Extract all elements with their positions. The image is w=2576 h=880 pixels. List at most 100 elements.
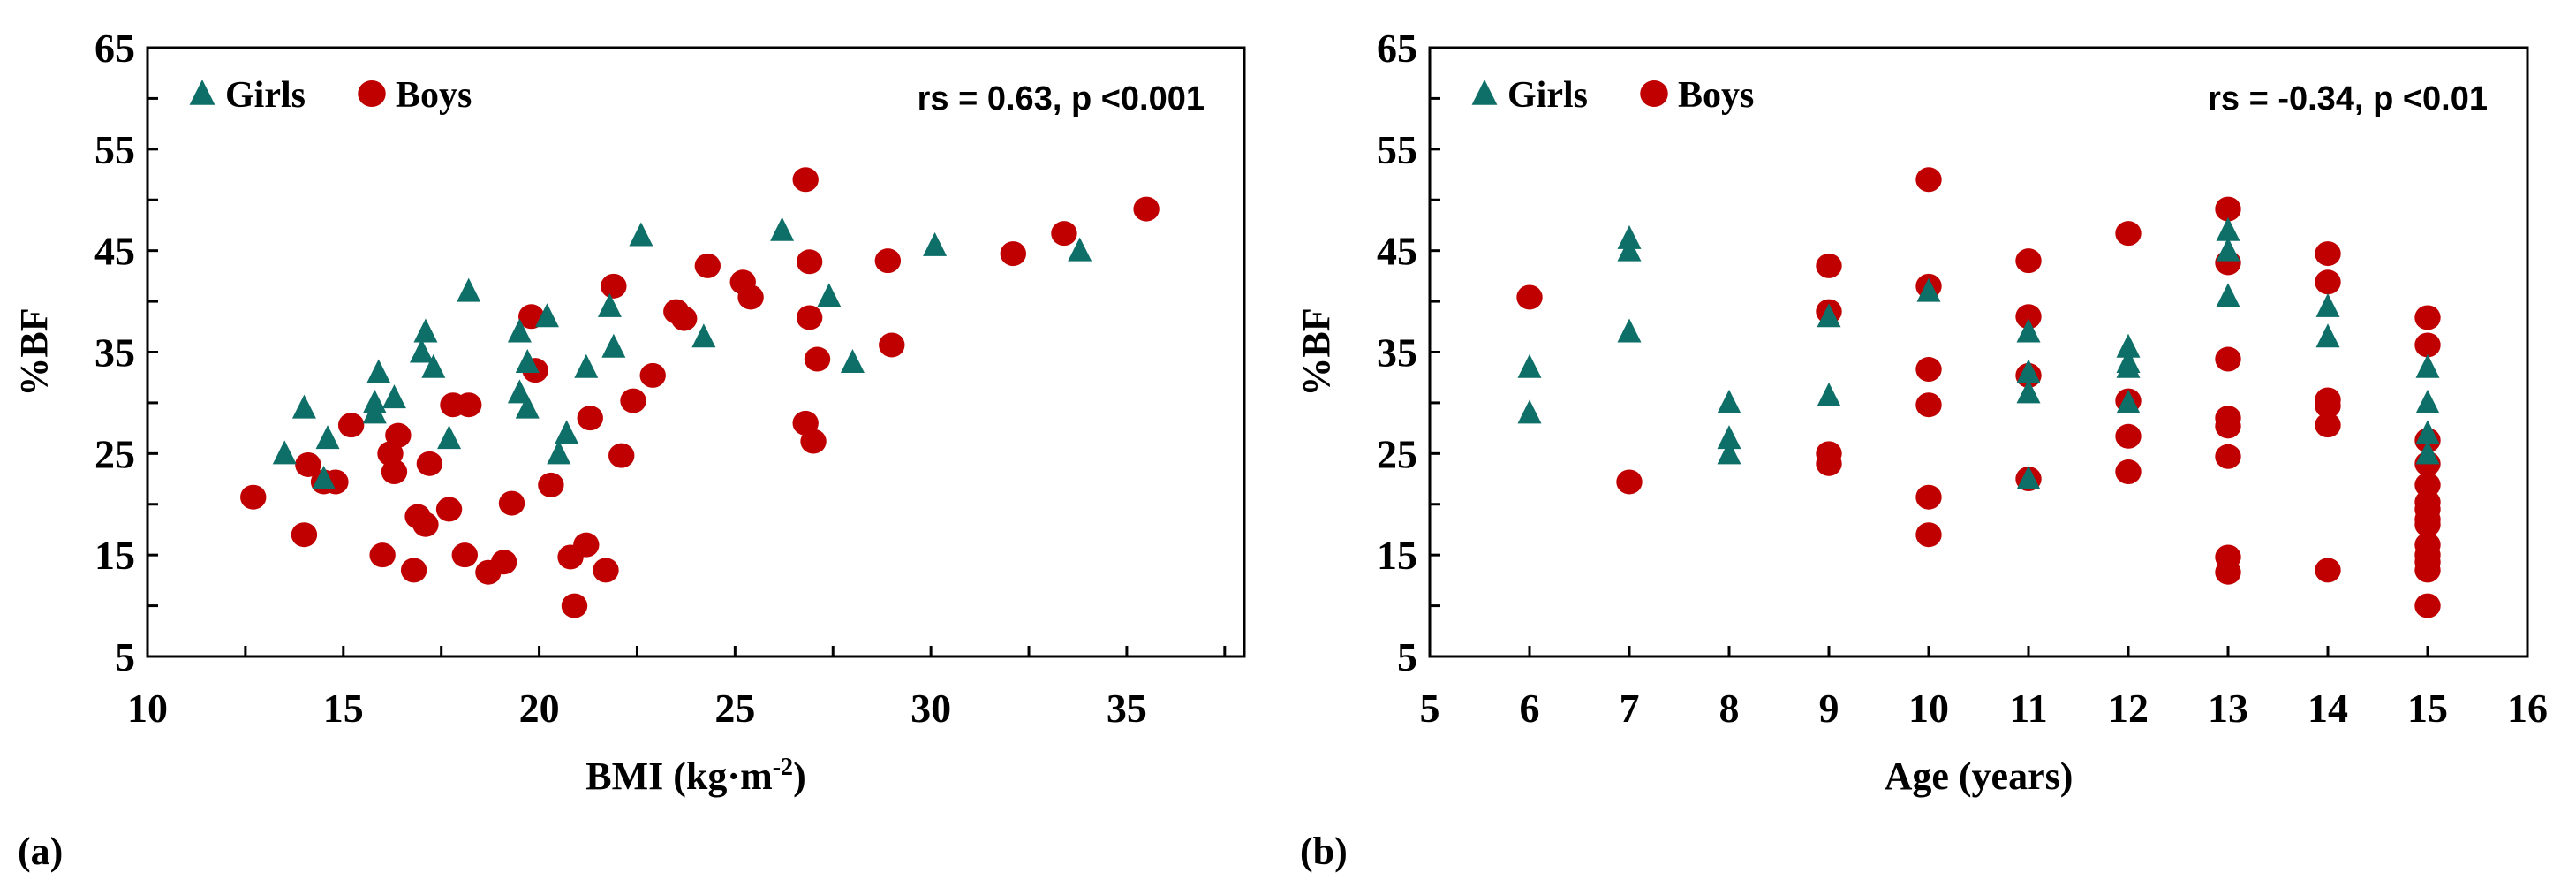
y-tick-label: 15 — [94, 533, 135, 578]
data-points — [240, 167, 1160, 618]
point-boys — [2115, 459, 2142, 485]
point-boys — [2414, 332, 2441, 358]
point-girls — [507, 318, 532, 343]
point-girls — [840, 348, 865, 373]
x-tick-label: 30 — [910, 686, 951, 731]
point-girls — [2216, 237, 2240, 262]
point-girls — [2415, 420, 2440, 444]
x-tick-label: 35 — [1107, 686, 1147, 731]
point-boys — [796, 249, 823, 275]
point-boys — [2414, 472, 2441, 497]
x-tick-label: 15 — [323, 686, 364, 731]
x-tick-label: 6 — [1520, 686, 1540, 731]
x-tick-label: 25 — [714, 686, 755, 731]
point-girls — [2415, 440, 2440, 465]
y-tick-label: 5 — [115, 634, 135, 679]
x-tick-label: 16 — [2507, 686, 2548, 731]
legend-label-boys: Boys — [1678, 75, 1754, 116]
point-girls — [1517, 353, 1542, 378]
point-girls — [817, 283, 842, 307]
point-girls — [362, 389, 387, 413]
y-tick-label: 15 — [1377, 533, 1417, 578]
point-boys — [1133, 196, 1160, 222]
x-axis-label-text: Age (years) — [1885, 755, 2074, 798]
point-boys — [1516, 284, 1543, 310]
point-boys — [2215, 196, 2241, 222]
point-boys — [639, 362, 666, 388]
point-boys — [2115, 423, 2142, 449]
chart-panel-a: 5 15 25 35 45 55 65 10 15 20 25 30 35 BMI (kg·m-2) %BF… — [12, 26, 1246, 873]
point-boys — [1915, 484, 1942, 510]
x-axis-label-text: BMI (kg·m — [585, 755, 772, 798]
plot-frame — [146, 46, 1246, 658]
point-boys — [1915, 357, 1942, 383]
panel-label: (a) — [18, 830, 63, 873]
x-tick-label: 10 — [1908, 686, 1949, 731]
point-boys — [1915, 522, 1942, 548]
y-tick-label: 45 — [94, 229, 135, 274]
point-boys — [2315, 413, 2341, 438]
point-girls — [555, 420, 579, 444]
point-boys — [601, 273, 627, 299]
point-boys — [538, 472, 564, 497]
point-girls — [770, 216, 795, 241]
point-boys — [498, 490, 525, 516]
point-boys — [456, 392, 482, 418]
point-boys — [2215, 559, 2241, 585]
y-axis-label: %BF — [12, 307, 56, 396]
point-girls — [2315, 323, 2340, 348]
point-girls — [291, 394, 316, 419]
point-girls — [597, 292, 622, 317]
x-axis-label-superscript: -2 — [773, 754, 793, 781]
point-boys — [2414, 512, 2441, 537]
y-tick-label: 25 — [94, 431, 135, 476]
point-boys — [2414, 305, 2441, 330]
point-boys — [879, 332, 905, 358]
plot-frame — [1428, 46, 2529, 658]
point-boys — [337, 413, 365, 438]
point-boys — [381, 459, 408, 485]
point-girls — [1617, 237, 1642, 262]
correlation-annotation: rs = -0.34, p <0.01 — [2208, 80, 2488, 118]
y-tick-label: 65 — [1377, 26, 1417, 71]
point-boys — [620, 388, 646, 413]
point-girls — [515, 348, 540, 373]
point-boys — [593, 558, 619, 583]
point-girls — [1817, 303, 1841, 328]
point-boys — [573, 532, 600, 558]
point-girls — [574, 353, 599, 378]
point-girls — [2216, 216, 2240, 241]
x-tick-label: 12 — [2108, 686, 2149, 731]
point-boys — [1000, 241, 1026, 267]
point-boys — [291, 522, 318, 548]
point-boys — [577, 406, 603, 431]
legend-label-girls: Girls — [1507, 75, 1588, 116]
point-boys — [1051, 221, 1077, 247]
point-girls — [2116, 333, 2141, 358]
x-tick-label: 20 — [519, 686, 560, 731]
point-boys — [490, 550, 517, 575]
point-boys — [416, 451, 443, 476]
data-points — [1516, 167, 2441, 618]
x-tick-label: 11 — [2009, 686, 2047, 731]
point-girls — [1617, 224, 1642, 249]
x-axis-label: Age (years) — [1885, 755, 2074, 798]
point-girls — [691, 323, 716, 348]
y-tick-label: 35 — [1377, 330, 1417, 376]
point-boys — [874, 248, 902, 274]
x-tick-label: 10 — [127, 686, 168, 731]
point-girls — [1717, 440, 1741, 465]
y-axis-label: %BF — [1295, 307, 1338, 396]
x-tick-label: 15 — [2407, 686, 2448, 731]
x-tick-label: 8 — [1719, 686, 1740, 731]
y-tick-label: 65 — [94, 26, 135, 71]
point-girls — [507, 379, 532, 404]
point-boys — [2414, 593, 2441, 618]
y-tick-label: 5 — [1397, 634, 1417, 679]
point-boys — [369, 542, 396, 568]
point-boys — [1816, 253, 1842, 278]
point-girls — [2016, 318, 2041, 343]
point-girls — [923, 231, 948, 256]
point-boys — [1816, 451, 1842, 476]
